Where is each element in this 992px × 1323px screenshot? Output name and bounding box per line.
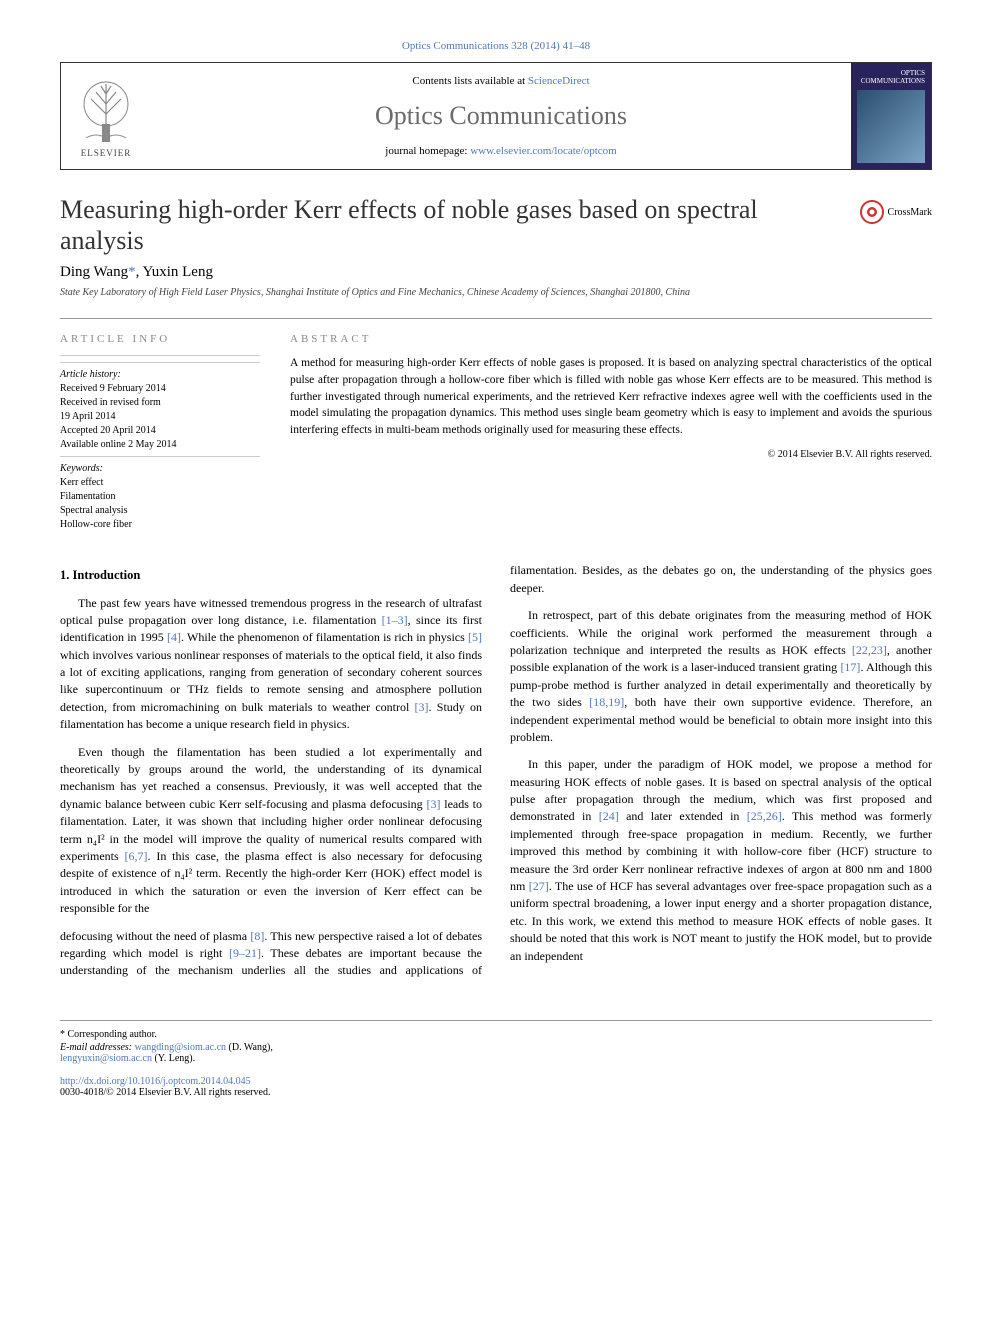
- text: Even though the filamentation has been s…: [60, 745, 482, 811]
- online-date: Available online 2 May 2014: [60, 438, 260, 452]
- elsevier-tree-icon: [76, 74, 136, 144]
- keyword-3: Spectral analysis: [60, 504, 260, 518]
- journal-name: Optics Communications: [151, 101, 851, 131]
- keyword-2: Filamentation: [60, 490, 260, 504]
- corresponding-star[interactable]: *: [128, 264, 136, 280]
- sciencedirect-link[interactable]: ScienceDirect: [528, 75, 590, 87]
- header-center: Contents lists available at ScienceDirec…: [151, 63, 851, 169]
- article-info-heading: ARTICLE INFO: [60, 333, 260, 345]
- email-1[interactable]: wangding@siom.ac.cn: [135, 1042, 226, 1053]
- ref-link[interactable]: [27]: [529, 879, 549, 893]
- divider: [60, 355, 260, 356]
- ref-link[interactable]: [9–21]: [229, 946, 261, 960]
- ref-link[interactable]: [17]: [840, 660, 860, 674]
- email-label: E-mail addresses:: [60, 1042, 135, 1053]
- para-4: In retrospect, part of this debate origi…: [510, 607, 932, 746]
- author-sep: ,: [136, 264, 143, 280]
- doi-line: http://dx.doi.org/10.1016/j.optcom.2014.…: [60, 1076, 932, 1087]
- email-line-2: lengyuxin@siom.ac.cn (Y. Leng).: [60, 1053, 932, 1064]
- para-2: Even though the filamentation has been s…: [60, 744, 482, 918]
- journal-citation[interactable]: Optics Communications 328 (2014) 41–48: [60, 40, 932, 52]
- email-2-name: (Y. Leng).: [152, 1053, 195, 1064]
- received-date: Received 9 February 2014: [60, 382, 260, 396]
- revised-line1: Received in revised form: [60, 396, 260, 410]
- issn-line: 0030-4018/© 2014 Elsevier B.V. All right…: [60, 1087, 932, 1098]
- corresponding-note: * Corresponding author.: [60, 1029, 932, 1040]
- contents-prefix: Contents lists available at: [412, 75, 527, 87]
- keywords-label: Keywords:: [60, 456, 260, 474]
- ref-link[interactable]: [6,7]: [124, 849, 147, 863]
- history-label: Article history:: [60, 362, 260, 380]
- article-title: Measuring high-order Kerr effects of nob…: [60, 194, 840, 256]
- homepage-prefix: journal homepage:: [385, 145, 470, 157]
- footer: * Corresponding author. E-mail addresses…: [60, 1020, 932, 1098]
- ref-link[interactable]: [18,19]: [589, 695, 624, 709]
- cover-title: OPTICS COMMUNICATIONS: [857, 69, 925, 86]
- ref-link[interactable]: [24]: [599, 809, 619, 823]
- elsevier-label: ELSEVIER: [81, 148, 132, 158]
- affiliation: State Key Laboratory of High Field Laser…: [60, 287, 932, 298]
- email-1-name: (D. Wang),: [226, 1042, 273, 1053]
- keyword-1: Kerr effect: [60, 476, 260, 490]
- ref-link[interactable]: [25,26]: [747, 809, 782, 823]
- text: . While the phenomenon of filamentation …: [181, 630, 468, 644]
- abstract-copyright: © 2014 Elsevier B.V. All rights reserved…: [290, 449, 932, 460]
- doi-link[interactable]: http://dx.doi.org/10.1016/j.optcom.2014.…: [60, 1076, 251, 1087]
- homepage-link[interactable]: www.elsevier.com/locate/optcom: [470, 145, 617, 157]
- article-info: ARTICLE INFO Article history: Received 9…: [60, 333, 260, 538]
- para-5: In this paper, under the paradigm of HOK…: [510, 756, 932, 965]
- text: and later extended in: [619, 809, 747, 823]
- email-2[interactable]: lengyuxin@siom.ac.cn: [60, 1053, 152, 1064]
- cover-image: [857, 90, 925, 163]
- accepted-date: Accepted 20 April 2014: [60, 424, 260, 438]
- section-1-heading: 1. Introduction: [60, 566, 482, 584]
- abstract-heading: ABSTRACT: [290, 333, 932, 345]
- abstract-text: A method for measuring high-order Kerr e…: [290, 355, 932, 438]
- journal-cover[interactable]: OPTICS COMMUNICATIONS: [851, 63, 931, 169]
- text: defocusing without the need of plasma: [60, 929, 250, 943]
- body-text: 1. Introduction The past few years have …: [60, 562, 932, 979]
- ref-link[interactable]: [3]: [415, 700, 429, 714]
- ref-link[interactable]: [3]: [426, 797, 440, 811]
- abstract-column: ABSTRACT A method for measuring high-ord…: [290, 333, 932, 538]
- journal-header: ELSEVIER Contents lists available at Sci…: [60, 62, 932, 170]
- crossmark-badge[interactable]: CrossMark: [860, 200, 932, 224]
- ref-link[interactable]: [22,23]: [852, 643, 887, 657]
- ref-link[interactable]: [4]: [167, 630, 181, 644]
- ref-link[interactable]: [1–3]: [382, 613, 408, 627]
- title-row: Measuring high-order Kerr effects of nob…: [60, 194, 932, 256]
- contents-line: Contents lists available at ScienceDirec…: [151, 75, 851, 87]
- ref-link[interactable]: [8]: [250, 929, 264, 943]
- keyword-4: Hollow-core fiber: [60, 518, 260, 532]
- ref-link[interactable]: [5]: [468, 630, 482, 644]
- info-abstract-row: ARTICLE INFO Article history: Received 9…: [60, 318, 932, 538]
- author-2[interactable]: Yuxin Leng: [143, 264, 213, 280]
- homepage-line: journal homepage: www.elsevier.com/locat…: [151, 145, 851, 157]
- crossmark-label: CrossMark: [888, 207, 932, 218]
- crossmark-icon: [860, 200, 884, 224]
- revised-line2: 19 April 2014: [60, 410, 260, 424]
- text: . The use of HCF has several advantages …: [510, 879, 932, 963]
- para-1: The past few years have witnessed tremen…: [60, 595, 482, 734]
- authors: Ding Wang*, Yuxin Leng: [60, 264, 932, 281]
- elsevier-logo[interactable]: ELSEVIER: [61, 63, 151, 169]
- email-line: E-mail addresses: wangding@siom.ac.cn (D…: [60, 1042, 932, 1053]
- author-1[interactable]: Ding Wang: [60, 264, 128, 280]
